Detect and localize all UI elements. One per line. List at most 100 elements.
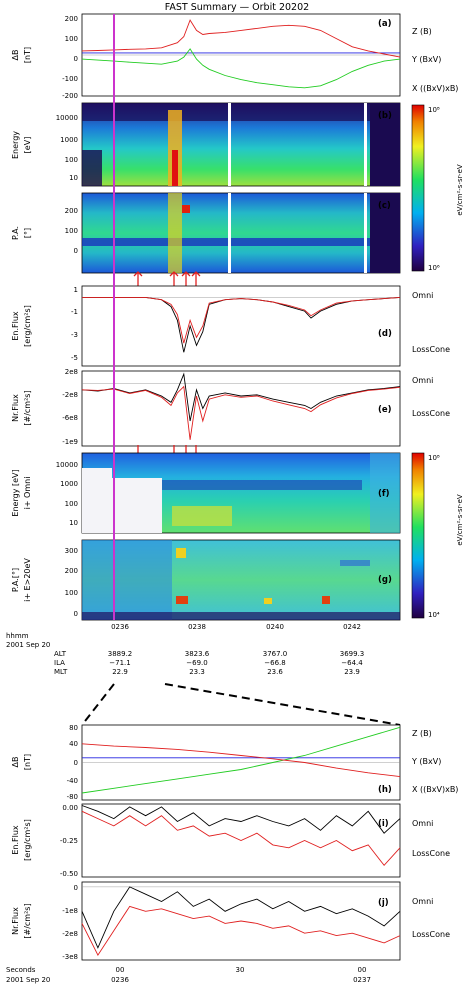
series-line-x-bxv-xb-	[81, 19, 401, 58]
panel-b-right-dark	[370, 103, 400, 186]
seconds-tick: 30	[236, 966, 245, 974]
panel-g-tag: (g)	[378, 575, 392, 585]
panel-e-plot	[81, 372, 401, 440]
panel-f-white-region	[82, 468, 112, 480]
panel-h-ylabel: ΔB	[11, 757, 20, 768]
panel-d-frame	[81, 285, 401, 367]
panel-i-units: [erg/cm²s]	[23, 819, 32, 861]
panel-h-tick: -40	[67, 777, 78, 785]
panel-e-tick: -2e8	[62, 391, 78, 399]
panel-a-tick: 0	[74, 55, 78, 63]
panel-g-hot	[322, 596, 330, 604]
panel-a-ylabel: ΔB	[11, 50, 20, 61]
panel-f-units: i+ Omni	[23, 477, 32, 510]
panel-h-units: [nT]	[23, 754, 32, 770]
panel-b-burst	[168, 110, 182, 186]
series-line-omni	[81, 805, 401, 834]
arrow-icon	[191, 271, 201, 286]
panel-g-hot	[264, 598, 272, 604]
row-label-mlt: MLT	[54, 668, 68, 676]
panel-i-ylabel: En.Flux	[11, 825, 20, 855]
panel-b-left-dark	[82, 150, 102, 186]
event-arrows-top	[133, 271, 201, 286]
panel-j-legend-omni: Omni	[412, 897, 433, 906]
panel-e-legend-omni: Omni	[412, 376, 433, 385]
panel-f: (f) Energy [eV] i+ Omni 10000 1000 100 1…	[11, 452, 401, 534]
panel-a-legend-y: Y (BxV)	[411, 55, 441, 64]
panel-j-units: [#/cm²s]	[23, 903, 32, 938]
panel-e-tick: -1e9	[62, 438, 78, 446]
panel-j-legend-losscone: LossCone	[412, 930, 450, 939]
panel-d-tick: -5	[71, 354, 78, 362]
row-label-seconds: Seconds	[6, 966, 36, 974]
series-line-losscone	[81, 810, 401, 866]
panel-g-bottom-dark	[82, 612, 400, 620]
seconds-tick: 00	[116, 966, 125, 974]
panel-g-ylabel: P.A.[°]	[11, 568, 20, 592]
panel-a-tick: 100	[65, 35, 78, 43]
ila-value: −66.8	[264, 659, 285, 667]
panel-g-band	[340, 560, 370, 566]
seconds-tick: 00	[358, 966, 367, 974]
panel-j: (j) Nr.Flux [#/cm²s] 0 -1e8 -2e8 -3e8 Om…	[11, 881, 450, 961]
panel-f-tag: (f)	[378, 489, 390, 499]
panel-i: (i) En.Flux [erg/cm²s] 0.00 -0.25 -0.50 …	[11, 803, 450, 878]
panel-h-tick: -80	[67, 793, 78, 801]
panel-f-white-region	[82, 478, 162, 533]
panel-a-legend-x: X ((BxV)xB)	[412, 84, 458, 93]
panel-c-gap	[228, 193, 231, 273]
figure-title: FAST Summary — Orbit 20202	[165, 2, 309, 13]
panel-h-legend-x: X ((BxV)xB)	[412, 785, 458, 794]
panel-a-tick: -200	[62, 92, 78, 100]
panel-c-ylabel: P.A.	[11, 226, 20, 240]
zoom-guide-right	[164, 683, 401, 726]
arrow-icon	[133, 271, 143, 286]
series-line-omni	[81, 372, 401, 422]
series-line-x-bxv-xb-	[81, 743, 401, 778]
panel-a-legend-z: Z (B)	[412, 27, 432, 36]
panel-e-units: [#/cm²s]	[23, 390, 32, 425]
panel-d: (d) En.Flux [erg/cm²s] 1 -1 -3 -5 Omni L…	[11, 285, 450, 367]
panel-d-tick: -1	[71, 308, 78, 316]
row-label-hhmm: hhmm	[6, 632, 29, 640]
panel-g-tick: 200	[65, 567, 78, 575]
panel-g-tick: 0	[74, 610, 78, 618]
ila-value: −71.1	[109, 659, 130, 667]
panel-c-tick: 200	[65, 207, 78, 215]
panel-b-tag: (b)	[378, 111, 392, 121]
arrow-icon	[169, 271, 179, 286]
time-tick-label: 0240	[266, 623, 284, 631]
panel-d-legend-losscone: LossCone	[412, 345, 450, 354]
panel-f-tick: 1000	[60, 480, 78, 488]
panel-e-ylabel: Nr.Flux	[11, 394, 20, 422]
panel-c-gap	[364, 193, 367, 273]
panel-b-tick: 100	[65, 156, 78, 164]
panel-a-tick: -100	[62, 75, 78, 83]
panel-b: (b) Energy [eV] 10000 1000 100 10	[11, 102, 401, 187]
zoom-guide-left	[81, 683, 115, 726]
zoom-guides	[81, 683, 401, 726]
panel-j-plot	[81, 886, 401, 957]
mlt-value: 23.3	[189, 668, 205, 676]
panel-f-ylabel: Energy [eV]	[11, 469, 20, 516]
panel-g: (g) P.A.[°] i+ E>20eV 300 200 100 0	[11, 539, 401, 621]
panel-c-tick: 100	[65, 227, 78, 235]
panel-h-plot	[81, 726, 401, 794]
panel-j-tick: -3e8	[62, 953, 78, 961]
panel-c-units: [°]	[23, 228, 32, 238]
panel-j-tick: 0	[74, 884, 78, 892]
mlt-value: 23.6	[267, 668, 283, 676]
panel-f-tick: 10000	[56, 461, 78, 469]
panel-d-tag: (d)	[378, 329, 392, 339]
bottom-time-axis: Seconds 2001 Sep 20 00 0236 30 00 0237	[6, 966, 371, 984]
series-line-losscone	[82, 296, 401, 344]
colorbar-fg-max: 10⁸	[428, 454, 440, 462]
panel-c-background	[81, 192, 401, 274]
panel-e-tick: 2e8	[65, 368, 78, 376]
panel-e-tag: (e)	[378, 405, 392, 415]
series-line-y-bxv-	[81, 726, 401, 794]
panel-c-tag: (c)	[378, 201, 391, 211]
row-label-alt: ALT	[54, 650, 67, 658]
time-tick-label: 0242	[343, 623, 361, 631]
colorbar-bc-max: 10⁸	[428, 106, 440, 114]
